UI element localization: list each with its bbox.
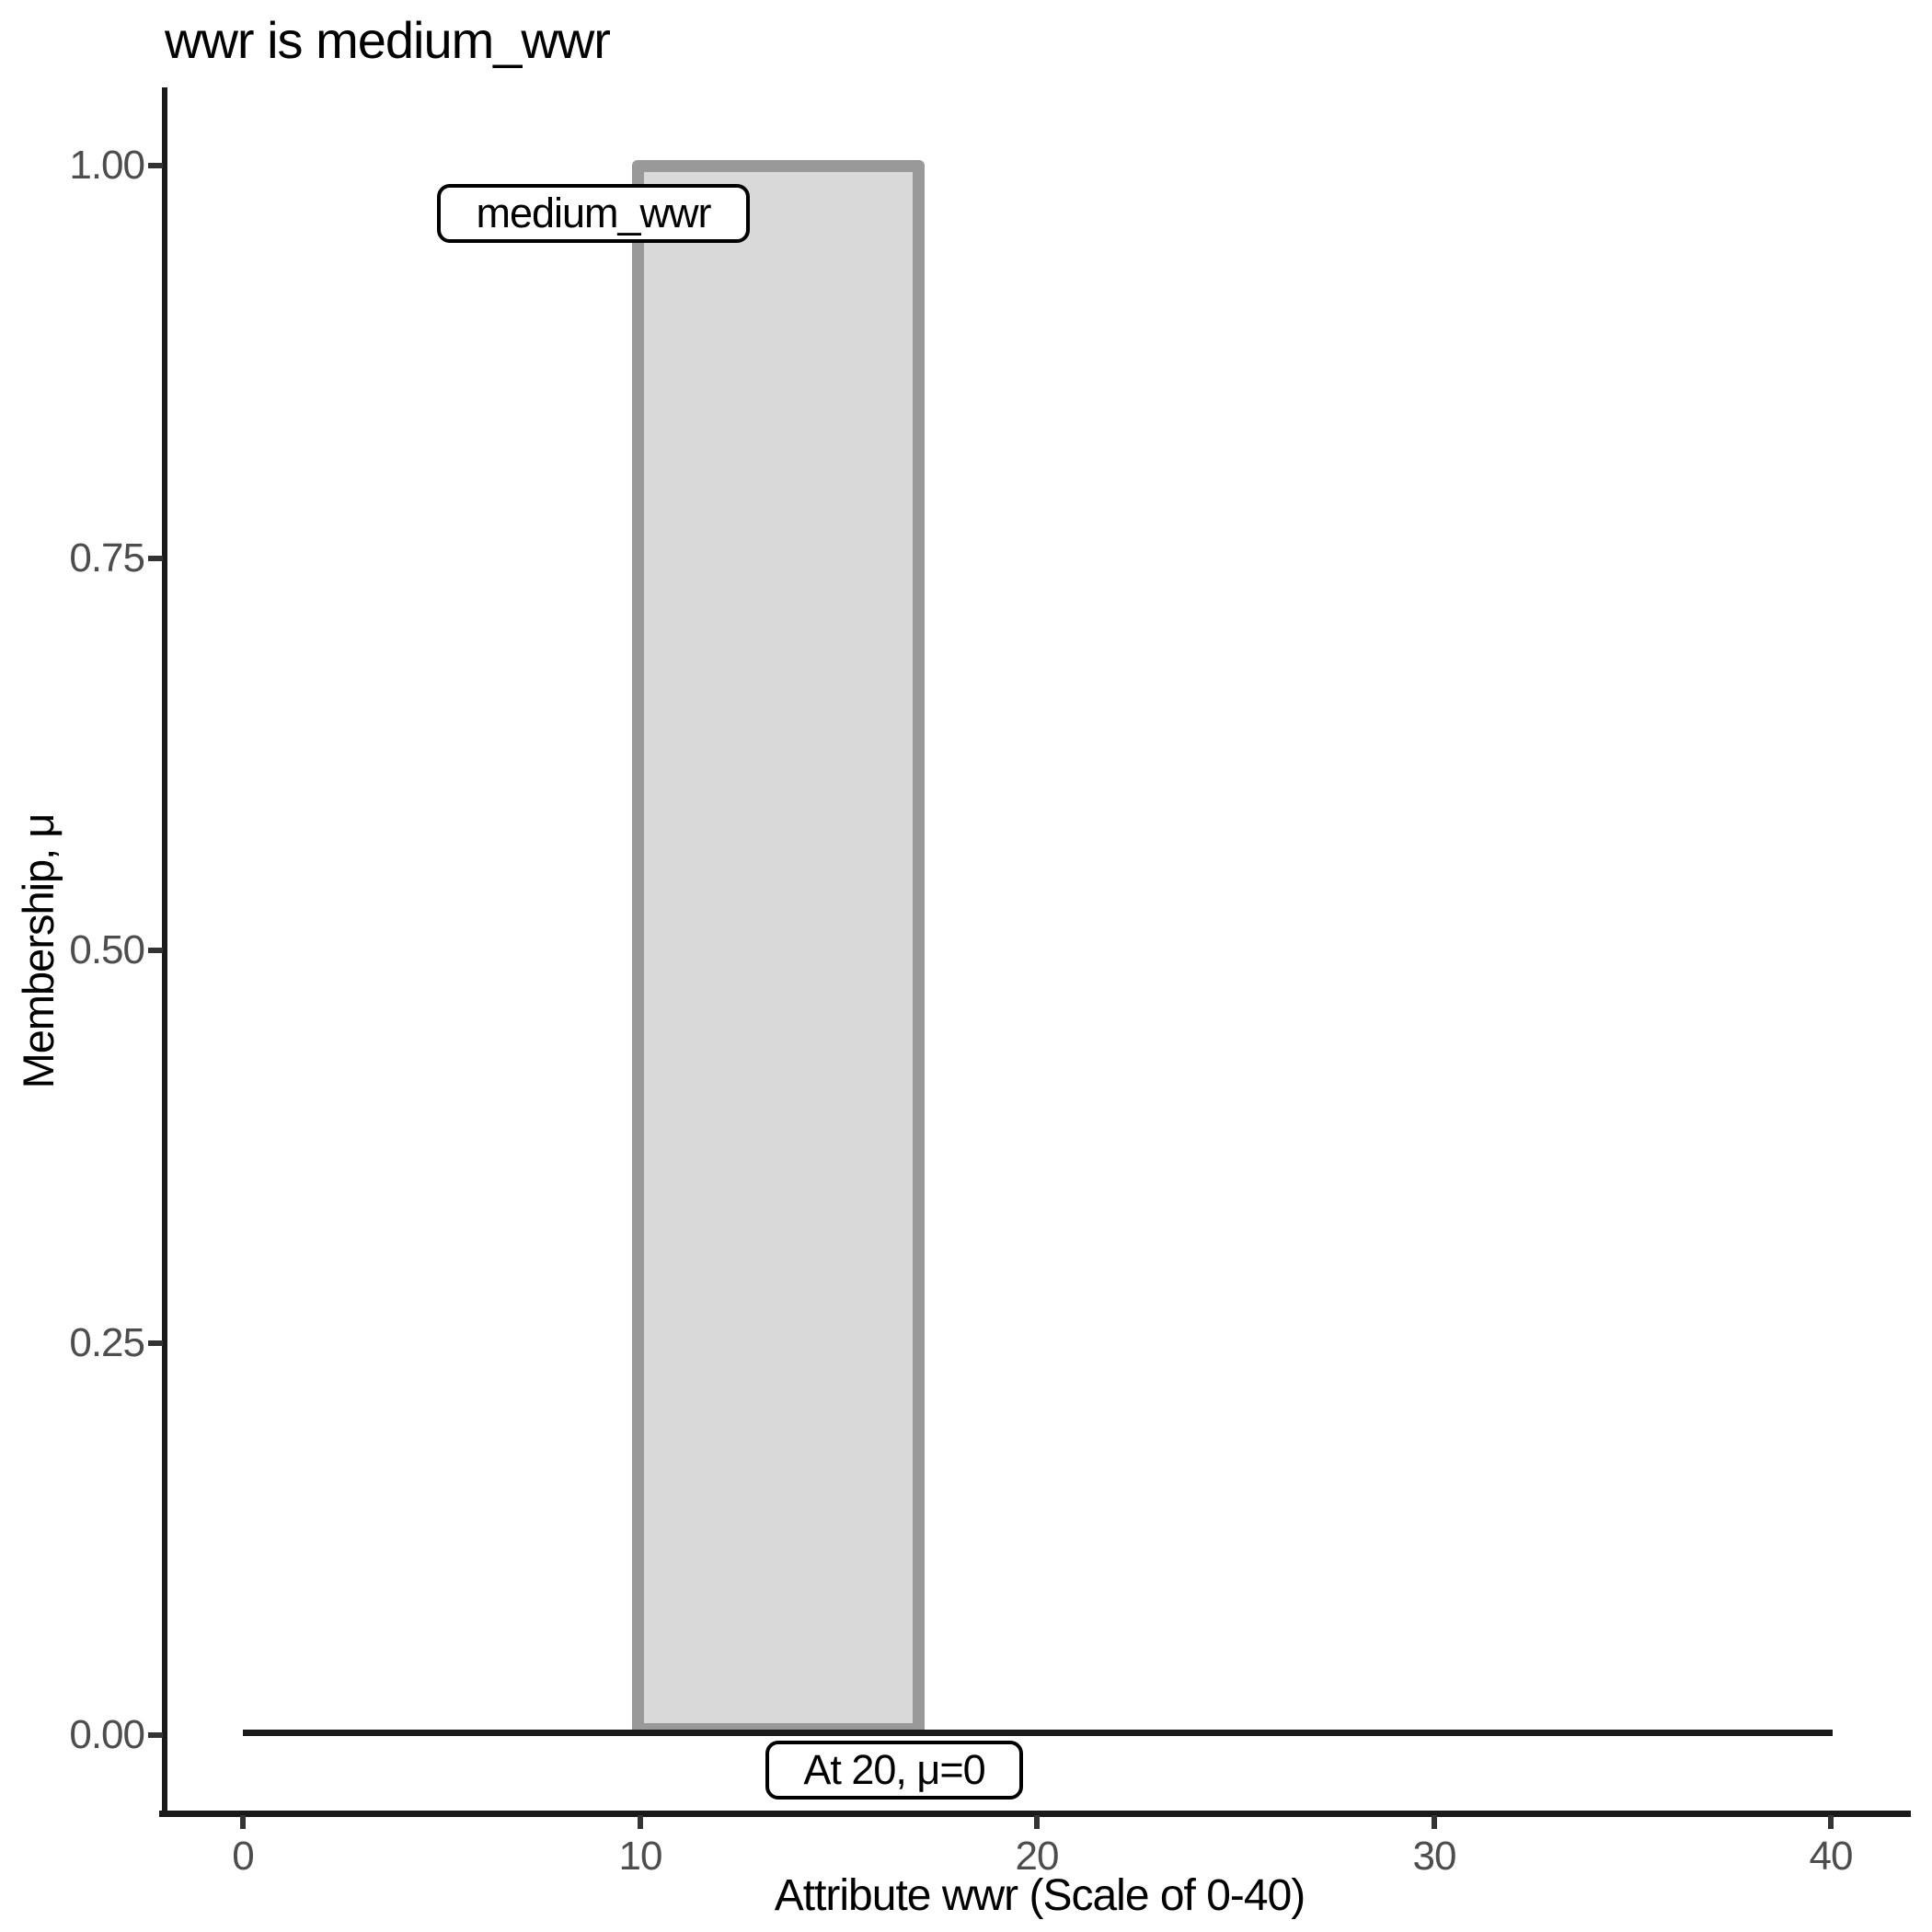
- y-axis-line: [162, 87, 167, 1817]
- y-tick-label: 0.50: [69, 927, 145, 972]
- y-tick-label: 0.25: [69, 1320, 145, 1365]
- x-tick-mark-10: [638, 1815, 643, 1829]
- x-axis-label: Attribute wwr (Scale of 0-40): [774, 1871, 1306, 1920]
- y-tick-label: 1.00: [69, 143, 145, 188]
- x-axis-line: [159, 1811, 1911, 1817]
- fuzzy-set-rectangle: [632, 160, 925, 1735]
- x-tick-mark-20: [1034, 1815, 1040, 1829]
- x-tick-mark-0: [240, 1815, 246, 1829]
- y-tick-mark-1.00: [148, 163, 163, 168]
- membership-value-annotation-text: At 20, μ=0: [803, 1746, 985, 1793]
- set-name-annotation-text: medium_wwr: [476, 190, 711, 236]
- x-tick-label: 30: [1412, 1834, 1457, 1879]
- x-tick-mark-40: [1828, 1815, 1834, 1829]
- chart-title: wwr is medium_wwr: [165, 11, 611, 69]
- y-tick-label: 0.00: [69, 1712, 145, 1757]
- x-tick-label: 40: [1809, 1834, 1854, 1879]
- y-tick-mark-0.25: [148, 1340, 163, 1346]
- y-tick-label: 0.75: [69, 535, 145, 581]
- x-tick-label: 0: [232, 1834, 254, 1879]
- y-tick-mark-0.00: [148, 1732, 163, 1738]
- y-tick-mark-0.75: [148, 556, 163, 561]
- membership-value-annotation: At 20, μ=0: [765, 1741, 1023, 1800]
- x-tick-label: 10: [618, 1834, 663, 1879]
- x-tick-label: 20: [1015, 1834, 1060, 1879]
- set-name-annotation: medium_wwr: [437, 184, 750, 243]
- y-tick-mark-0.50: [148, 948, 163, 953]
- membership-zero-line: [243, 1730, 1833, 1736]
- x-tick-mark-30: [1432, 1815, 1437, 1829]
